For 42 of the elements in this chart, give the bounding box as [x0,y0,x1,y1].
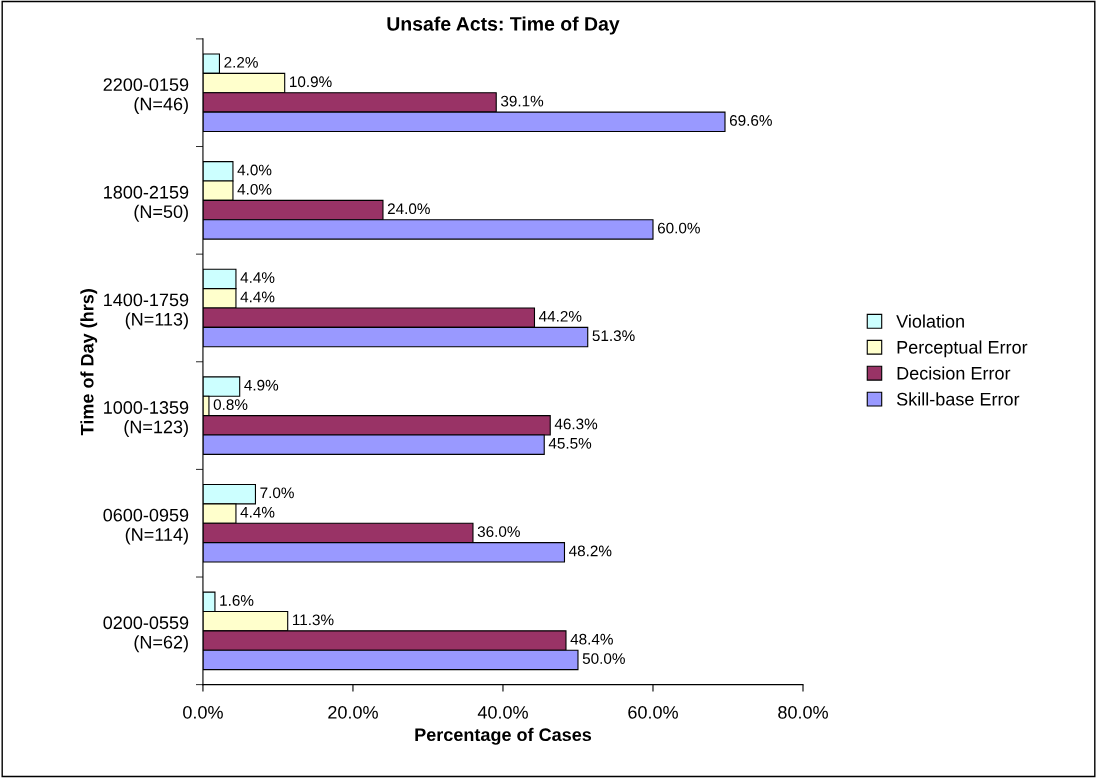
x-tick-label: 40.0% [477,705,528,719]
data-label: 45.5% [548,437,592,449]
x-axis-title: Percentage of Cases [415,727,592,745]
data-label: 2.2% [224,56,258,68]
data-label: 60.0% [657,222,700,234]
data-label: 48.4% [570,633,613,645]
legend-label: Decision Error [897,366,1011,380]
data-label: 24.0% [387,203,430,215]
data-label: 4.0% [237,183,272,195]
data-label: 7.0% [260,487,294,499]
data-label: 51.3% [592,330,635,342]
data-label: 4.0% [237,164,272,176]
data-label: 4.4% [240,506,275,518]
x-tick-label: 80.0% [778,705,828,719]
data-label: 10.9% [290,76,332,88]
y-tick-label: 2200-0159 (N=46) [103,78,189,115]
y-tick-label: 1800-2159 (N=50) [104,185,189,222]
x-tick-label: 20.0% [328,705,378,719]
legend-label: Violation [896,314,964,328]
legend-label: Skill-base Error [896,392,1020,406]
data-label: 1.6% [220,595,254,606]
data-label: 39.1% [500,95,544,107]
x-tick-label: 60.0% [628,705,678,719]
y-tick-label: 0200-0559 (N=62) [103,616,189,653]
data-label: 11.3% [293,614,334,626]
data-label: 46.3% [554,418,598,430]
data-label: 69.6% [729,115,772,126]
data-label: 36.0% [477,526,520,537]
data-label: 48.2% [569,545,612,557]
x-tick-label: 0.0% [183,705,223,719]
y-axis-title: Time of Day (hrs) [80,289,98,436]
data-label: 4.4% [240,272,275,283]
data-label: 44.2% [539,310,582,322]
data-label: 4.9% [244,379,279,391]
y-tick-label: 1400-1759 (N=113) [104,293,189,330]
legend-label: Perceptual Error [897,340,1028,358]
y-tick-label: 0600-0959 (N=114) [103,508,189,545]
data-label: 50.0% [582,653,625,664]
data-label: 0.8% [213,399,248,410]
chart-title: Unsafe Acts: Time of Day [387,16,620,35]
y-tick-label: 1000-1359 (N=123) [104,401,189,437]
data-label: 4.4% [240,291,275,303]
